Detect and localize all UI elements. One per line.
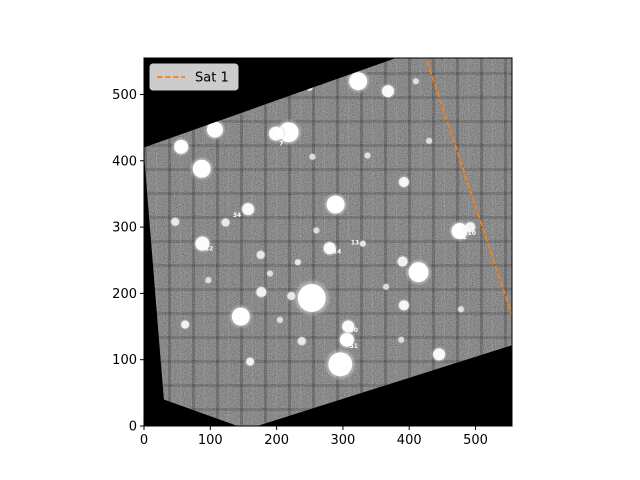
star bbox=[383, 283, 390, 290]
star bbox=[412, 78, 419, 85]
star bbox=[342, 320, 355, 333]
star bbox=[339, 332, 354, 347]
star-label: 10 bbox=[468, 230, 476, 237]
star-label: 13 bbox=[351, 239, 359, 246]
y-tick-label: 0 bbox=[129, 420, 137, 435]
star bbox=[309, 153, 316, 160]
x-tick-label: 300 bbox=[331, 433, 356, 448]
star bbox=[297, 284, 326, 313]
star bbox=[287, 292, 296, 301]
series-layer bbox=[426, 61, 512, 316]
star bbox=[181, 320, 190, 329]
star bbox=[359, 240, 366, 247]
legend-box bbox=[149, 63, 239, 91]
star bbox=[323, 242, 336, 255]
star bbox=[349, 72, 368, 91]
star bbox=[426, 137, 433, 144]
star-label: 11 bbox=[458, 234, 466, 241]
star bbox=[465, 222, 476, 233]
star bbox=[313, 227, 320, 234]
y-tick-label: 500 bbox=[112, 88, 137, 103]
star bbox=[266, 270, 273, 277]
star bbox=[221, 218, 230, 227]
star-label: 12 bbox=[205, 245, 213, 252]
star bbox=[297, 337, 306, 346]
star bbox=[364, 152, 371, 159]
star bbox=[433, 348, 446, 361]
y-tick-label: 400 bbox=[112, 154, 137, 169]
star-label: 51 bbox=[350, 343, 358, 350]
x-axis: 0 100 200 300 400 500 bbox=[140, 426, 488, 448]
star bbox=[328, 352, 353, 377]
star bbox=[276, 316, 283, 323]
y-tick-label: 200 bbox=[112, 287, 137, 302]
legend: Sat 1 bbox=[149, 63, 239, 91]
star-label: 653 bbox=[236, 318, 249, 325]
star bbox=[205, 277, 212, 284]
star bbox=[398, 336, 405, 343]
star bbox=[171, 217, 180, 226]
star bbox=[256, 250, 265, 259]
star bbox=[326, 195, 345, 214]
star bbox=[398, 300, 409, 311]
star bbox=[206, 121, 223, 138]
series-line-sat-1 bbox=[426, 61, 512, 316]
star bbox=[457, 306, 464, 313]
x-tick-label: 0 bbox=[140, 433, 148, 448]
star bbox=[397, 256, 408, 267]
star bbox=[174, 139, 189, 154]
star bbox=[398, 176, 409, 187]
y-tick-label: 300 bbox=[112, 221, 137, 236]
x-tick-label: 200 bbox=[264, 433, 289, 448]
star bbox=[231, 307, 250, 326]
star-label: 14 bbox=[333, 249, 341, 256]
x-tick-label: 100 bbox=[198, 433, 223, 448]
star bbox=[382, 85, 395, 98]
star bbox=[242, 203, 255, 216]
star bbox=[192, 159, 211, 178]
stars-layer bbox=[169, 68, 478, 382]
legend-label-sat-1: Sat 1 bbox=[195, 71, 229, 86]
star bbox=[268, 126, 283, 141]
star bbox=[294, 259, 301, 266]
y-axis: 0 100 200 300 400 500 bbox=[112, 88, 144, 435]
x-tick-label: 400 bbox=[397, 433, 422, 448]
star bbox=[256, 287, 267, 298]
star-label: 7 bbox=[279, 141, 283, 148]
star bbox=[408, 262, 429, 283]
star bbox=[246, 357, 255, 366]
star bbox=[195, 236, 210, 251]
y-tick-label: 100 bbox=[112, 353, 137, 368]
star-label: 34 bbox=[233, 212, 241, 219]
star-label: 50 bbox=[350, 327, 358, 334]
axes-frame bbox=[143, 57, 513, 427]
x-tick-label: 500 bbox=[463, 433, 488, 448]
